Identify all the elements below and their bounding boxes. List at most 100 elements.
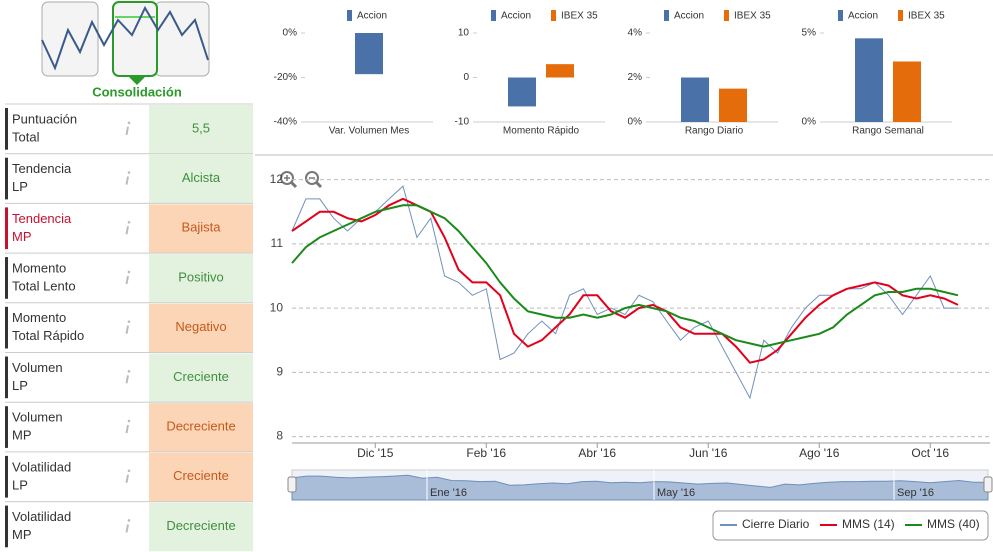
bar bbox=[508, 77, 536, 107]
row-marker bbox=[5, 356, 8, 399]
indicator-label: LP bbox=[12, 179, 28, 194]
legend-label: MMS (40) bbox=[927, 517, 980, 531]
y-tick-label: 5% bbox=[802, 28, 817, 39]
row-marker bbox=[5, 108, 8, 150]
navigator-label: Sep '16 bbox=[897, 487, 934, 499]
navigator-area bbox=[291, 474, 989, 501]
row-marker bbox=[5, 455, 8, 498]
row-marker bbox=[5, 207, 8, 250]
x-tick-label: Abr '16 bbox=[578, 446, 616, 460]
bar bbox=[355, 33, 383, 75]
info-stem bbox=[125, 325, 129, 334]
info-icon bbox=[125, 519, 131, 533]
y-tick-label: 8 bbox=[276, 429, 283, 443]
indicator-label: Volatilidad bbox=[12, 459, 71, 474]
x-tick-label: Rango Diario bbox=[685, 126, 744, 137]
info-stem bbox=[125, 275, 129, 285]
y-tick-label: -10 bbox=[455, 117, 470, 128]
info-dot bbox=[127, 370, 131, 373]
indicator-label: Tendencia bbox=[12, 161, 72, 176]
status-label: Consolidación bbox=[92, 84, 182, 99]
x-tick-label: Dic '15 bbox=[357, 446, 394, 460]
y-tick-label: 0% bbox=[283, 28, 298, 39]
info-stem bbox=[125, 226, 129, 235]
indicator-label: Total Rápido bbox=[12, 328, 84, 343]
legend-label: Cierre Diario bbox=[742, 517, 810, 531]
legend-label: Accion bbox=[848, 11, 878, 22]
y-tick-label: -40% bbox=[274, 117, 297, 128]
indicator-label: Tendencia bbox=[12, 211, 72, 226]
zoom-in[interactable] bbox=[280, 171, 298, 189]
info-icon bbox=[125, 171, 131, 185]
row-marker bbox=[5, 257, 8, 299]
info-icon bbox=[125, 469, 131, 483]
indicator-value: Decreciente bbox=[166, 518, 235, 533]
value-cell bbox=[149, 353, 253, 403]
navigator-handle[interactable] bbox=[983, 476, 993, 493]
indicator-value: Creciente bbox=[173, 369, 229, 384]
indicator-label: Momento bbox=[12, 310, 66, 325]
navigator-handle[interactable] bbox=[287, 476, 297, 493]
navigator-label: May '16 bbox=[657, 487, 695, 499]
y-tick-label: 0% bbox=[802, 117, 817, 128]
row-marker bbox=[5, 406, 8, 448]
indicator-label: Momento bbox=[12, 261, 66, 276]
bar bbox=[893, 61, 921, 122]
legend-label: IBEX 35 bbox=[561, 11, 598, 22]
value-cell bbox=[149, 452, 253, 502]
x-tick-label: Jun '16 bbox=[689, 446, 728, 460]
value-cell bbox=[149, 254, 253, 303]
info-icon bbox=[125, 220, 131, 235]
row-marker bbox=[5, 505, 8, 548]
info-dot bbox=[127, 320, 131, 323]
y-tick-label: 12 bbox=[270, 172, 284, 186]
row-marker bbox=[5, 306, 8, 349]
mini-chart: 10 0 -10 Accion IBEX 35 Momento Rápido bbox=[455, 10, 605, 137]
legend-label: IBEX 35 bbox=[734, 11, 771, 22]
info-dot bbox=[127, 469, 131, 473]
y-tick-label: 0% bbox=[628, 117, 643, 128]
indicator-value: Positivo bbox=[178, 269, 224, 284]
indicator-label: Puntuación bbox=[12, 111, 77, 126]
info-stem bbox=[125, 375, 129, 384]
info-dot bbox=[127, 121, 131, 125]
indicator-label: Total bbox=[12, 129, 40, 144]
zoom-out[interactable] bbox=[305, 171, 323, 189]
y-tick-label: -20% bbox=[274, 72, 297, 83]
y-tick-label: 10 bbox=[270, 300, 284, 314]
legend bbox=[712, 510, 989, 541]
indicator-label: MP bbox=[12, 428, 32, 443]
legend-label: IBEX 35 bbox=[908, 11, 945, 22]
indicator-label: MP bbox=[12, 229, 32, 244]
info-dot bbox=[127, 171, 131, 174]
indicator-value: Alcista bbox=[182, 170, 221, 185]
bar bbox=[546, 64, 574, 78]
value-cell bbox=[149, 403, 253, 452]
bar bbox=[681, 77, 709, 122]
mini-chart: 5% 0% Accion IBEX 35 Rango Semanal bbox=[802, 10, 952, 137]
series-line bbox=[291, 185, 958, 400]
indicator-value: 5,5 bbox=[192, 120, 210, 135]
x-tick-label: Var. Volumen Mes bbox=[329, 126, 409, 137]
legend-swatch bbox=[551, 10, 556, 21]
y-tick-label: 0 bbox=[463, 72, 469, 83]
y-tick-label: 11 bbox=[271, 236, 284, 250]
series-line bbox=[291, 197, 959, 364]
info-stem bbox=[125, 176, 129, 185]
x-tick-label: Rango Semanal bbox=[852, 126, 924, 137]
info-stem bbox=[125, 126, 129, 136]
legend-swatch bbox=[898, 10, 903, 21]
indicator-label: Volatilidad bbox=[12, 509, 71, 524]
info-icon bbox=[125, 370, 131, 384]
bar bbox=[855, 38, 883, 123]
legend-swatch bbox=[724, 10, 729, 21]
info-dot bbox=[127, 519, 131, 522]
mini-chart: 4% 2% 0% Accion IBEX 35 Rango Diario bbox=[628, 10, 778, 137]
x-tick-label: Feb '16 bbox=[466, 446, 506, 460]
indicator-label: LP bbox=[12, 378, 28, 393]
info-icon bbox=[125, 419, 131, 434]
indicator-value: Bajista bbox=[181, 220, 221, 235]
indicator-label: Total Lento bbox=[12, 279, 76, 294]
legend-label: Accion bbox=[357, 11, 387, 22]
